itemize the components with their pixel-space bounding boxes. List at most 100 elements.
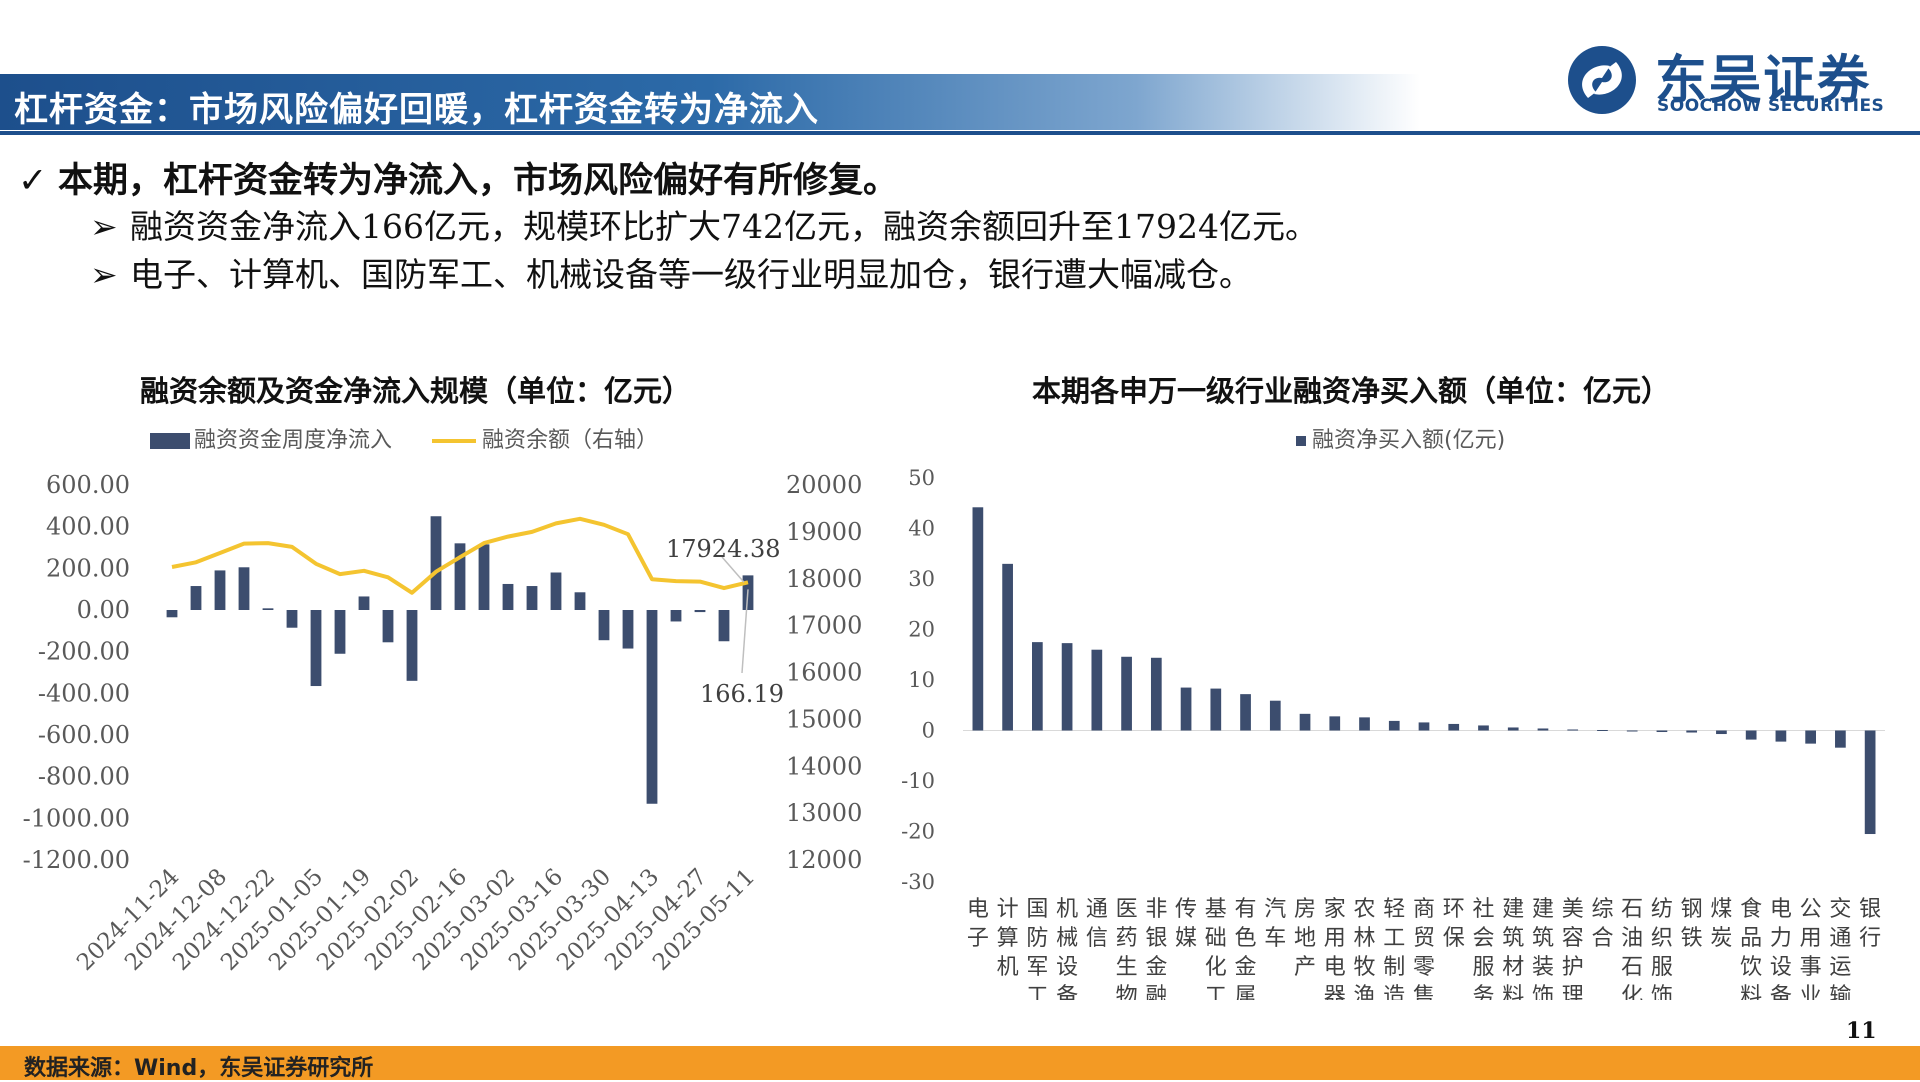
y-right-tick-label: 14000 [786,752,862,780]
annotation-leader-balance [721,556,745,583]
legend-bar-label: 融资资金周度净流入 [194,428,393,453]
bar-net-buy [1240,694,1251,731]
y-left-tick-label: -1000.00 [23,804,130,832]
y-right-tick-label: 15000 [786,705,862,733]
y-tick-label: 0 [922,719,935,743]
bar-net-inflow [430,516,442,610]
bar-net-buy [1864,730,1876,835]
x-category-label: 轻工制造 [1383,897,1405,1000]
x-category-label: 电力设备 [1770,897,1792,1000]
x-category-label: 建筑装饰 [1532,897,1554,1000]
bar-net-buy [1032,642,1043,731]
bar-net-buy [1686,730,1698,733]
arrow-bullet-icon: ➢ [90,207,118,246]
bar-net-buy [1418,722,1430,731]
annotation-leader-inflow [741,589,749,674]
y-right-tick-label: 18000 [786,565,862,593]
bar-net-inflow [310,610,322,687]
x-category-label: 建筑材料 [1502,897,1524,1000]
bar-net-buy [1150,657,1162,731]
bar-net-inflow [622,610,634,649]
company-logo [1558,40,1918,120]
main-bullet: ✓ 本期，杠杆资金转为净流入，市场风险偏好有所修复。 [18,152,898,203]
x-category-label: 房地产 [1294,897,1316,980]
y-tick-label: 10 [908,668,935,692]
x-category-label: 银行 [1859,897,1881,951]
bar-net-buy [1329,716,1341,731]
bar-net-buy [1061,643,1073,731]
bar-net-inflow [670,610,682,622]
y-left-tick-label: -800.00 [38,763,130,791]
x-category-label: 农林牧渔 [1354,897,1376,1000]
bar-net-buy [1507,727,1519,731]
bar-net-buy [1448,723,1460,731]
bar-net-inflow [166,610,178,618]
bar-net-inflow [454,543,466,610]
title-banner [0,74,1420,130]
bar-net-buy [1745,730,1757,740]
legend-bar-swatch [150,433,190,449]
bar-net-inflow [478,544,490,610]
x-category-label: 国防军工 [1026,897,1048,1000]
bar-net-buy [1388,720,1400,731]
x-category-label: 社会服务 [1472,897,1494,1000]
page-title: 杠杆资金：市场风险偏好回暖，杠杆资金转为净流入 [14,90,819,130]
x-category-label: 商贸零售 [1413,897,1435,1000]
logo-text-cn: 东吴证券 [1655,51,1872,111]
y-left-tick-label: -1200.00 [23,846,130,874]
y-tick-label: 20 [908,618,935,642]
bar-net-buy [1478,725,1489,731]
x-category-label: 计算机 [997,897,1019,980]
x-category-label: 食品饮料 [1740,897,1762,1000]
bar-net-buy [1656,730,1668,733]
bar-net-inflow [190,586,202,610]
legend-label: 融资净买入额(亿元) [1312,428,1506,453]
bar-net-buy [1359,717,1370,731]
y-tick-label: 30 [908,567,935,591]
sub-bullet-1-text: 融资资金净流入166亿元，规模环比扩大742亿元，融资余额回升至17924亿元。 [130,207,1318,246]
x-category-label: 非银金融 [1145,897,1167,1000]
bar-net-buy [1210,688,1222,731]
x-category-label: 医药生物 [1116,897,1138,1000]
x-category-label: 汽车 [1264,897,1286,951]
footer-bar [0,1046,1920,1080]
y-left-tick-label: 0.00 [77,596,130,624]
data-source: 数据来源：Wind，东吴证券研究所 [24,1056,374,1081]
x-category-label: 石油石化 [1621,897,1643,1000]
x-category-label: 基础化工 [1205,897,1227,1000]
y-right-tick-label: 16000 [786,659,862,687]
left-chart-title: 融资余额及资金净流入规模（单位：亿元） [140,374,692,408]
x-category-label: 钢铁 [1681,897,1703,951]
x-category-label: 通信 [1086,897,1108,951]
bar-net-inflow [406,610,418,681]
bar-net-buy [1091,649,1103,731]
x-category-label: 机械设备 [1056,897,1078,1000]
bar-net-inflow [238,567,250,610]
bar-net-buy [1597,729,1608,731]
bar-net-inflow [382,610,394,643]
x-category-label: 家用电器 [1324,897,1346,1000]
main-bullet-text: 本期，杠杆资金转为净流入，市场风险偏好有所修复。 [58,161,899,201]
x-category-label: 综合 [1591,897,1613,951]
header-divider [0,131,1920,135]
bar-net-buy [1269,700,1281,731]
bar-net-inflow [214,570,226,610]
x-category-label: 传媒 [1175,897,1197,951]
bar-net-buy [1299,713,1311,731]
arrow-bullet-icon: ➢ [90,255,118,294]
bar-net-buy [1180,687,1192,731]
bar-net-buy [972,507,984,731]
bar-net-inflow [598,610,610,641]
x-category-label: 美容护理 [1562,897,1584,1000]
y-right-tick-label: 19000 [786,518,862,546]
y-left-tick-label: 200.00 [46,554,130,582]
right-chart-legend: 融资净买入额(亿元) [1296,422,1505,454]
bar-net-inflow [550,572,562,610]
right-chart-title: 本期各申万一级行业融资净买入额（单位：亿元） [1032,374,1671,408]
bar-net-buy [1537,728,1549,731]
y-left-tick-label: 600.00 [46,471,130,499]
x-category-label: 公用事业 [1800,897,1822,1000]
bar-net-inflow [502,583,514,610]
bar-net-buy [1716,730,1727,735]
bar-net-inflow [262,608,274,610]
